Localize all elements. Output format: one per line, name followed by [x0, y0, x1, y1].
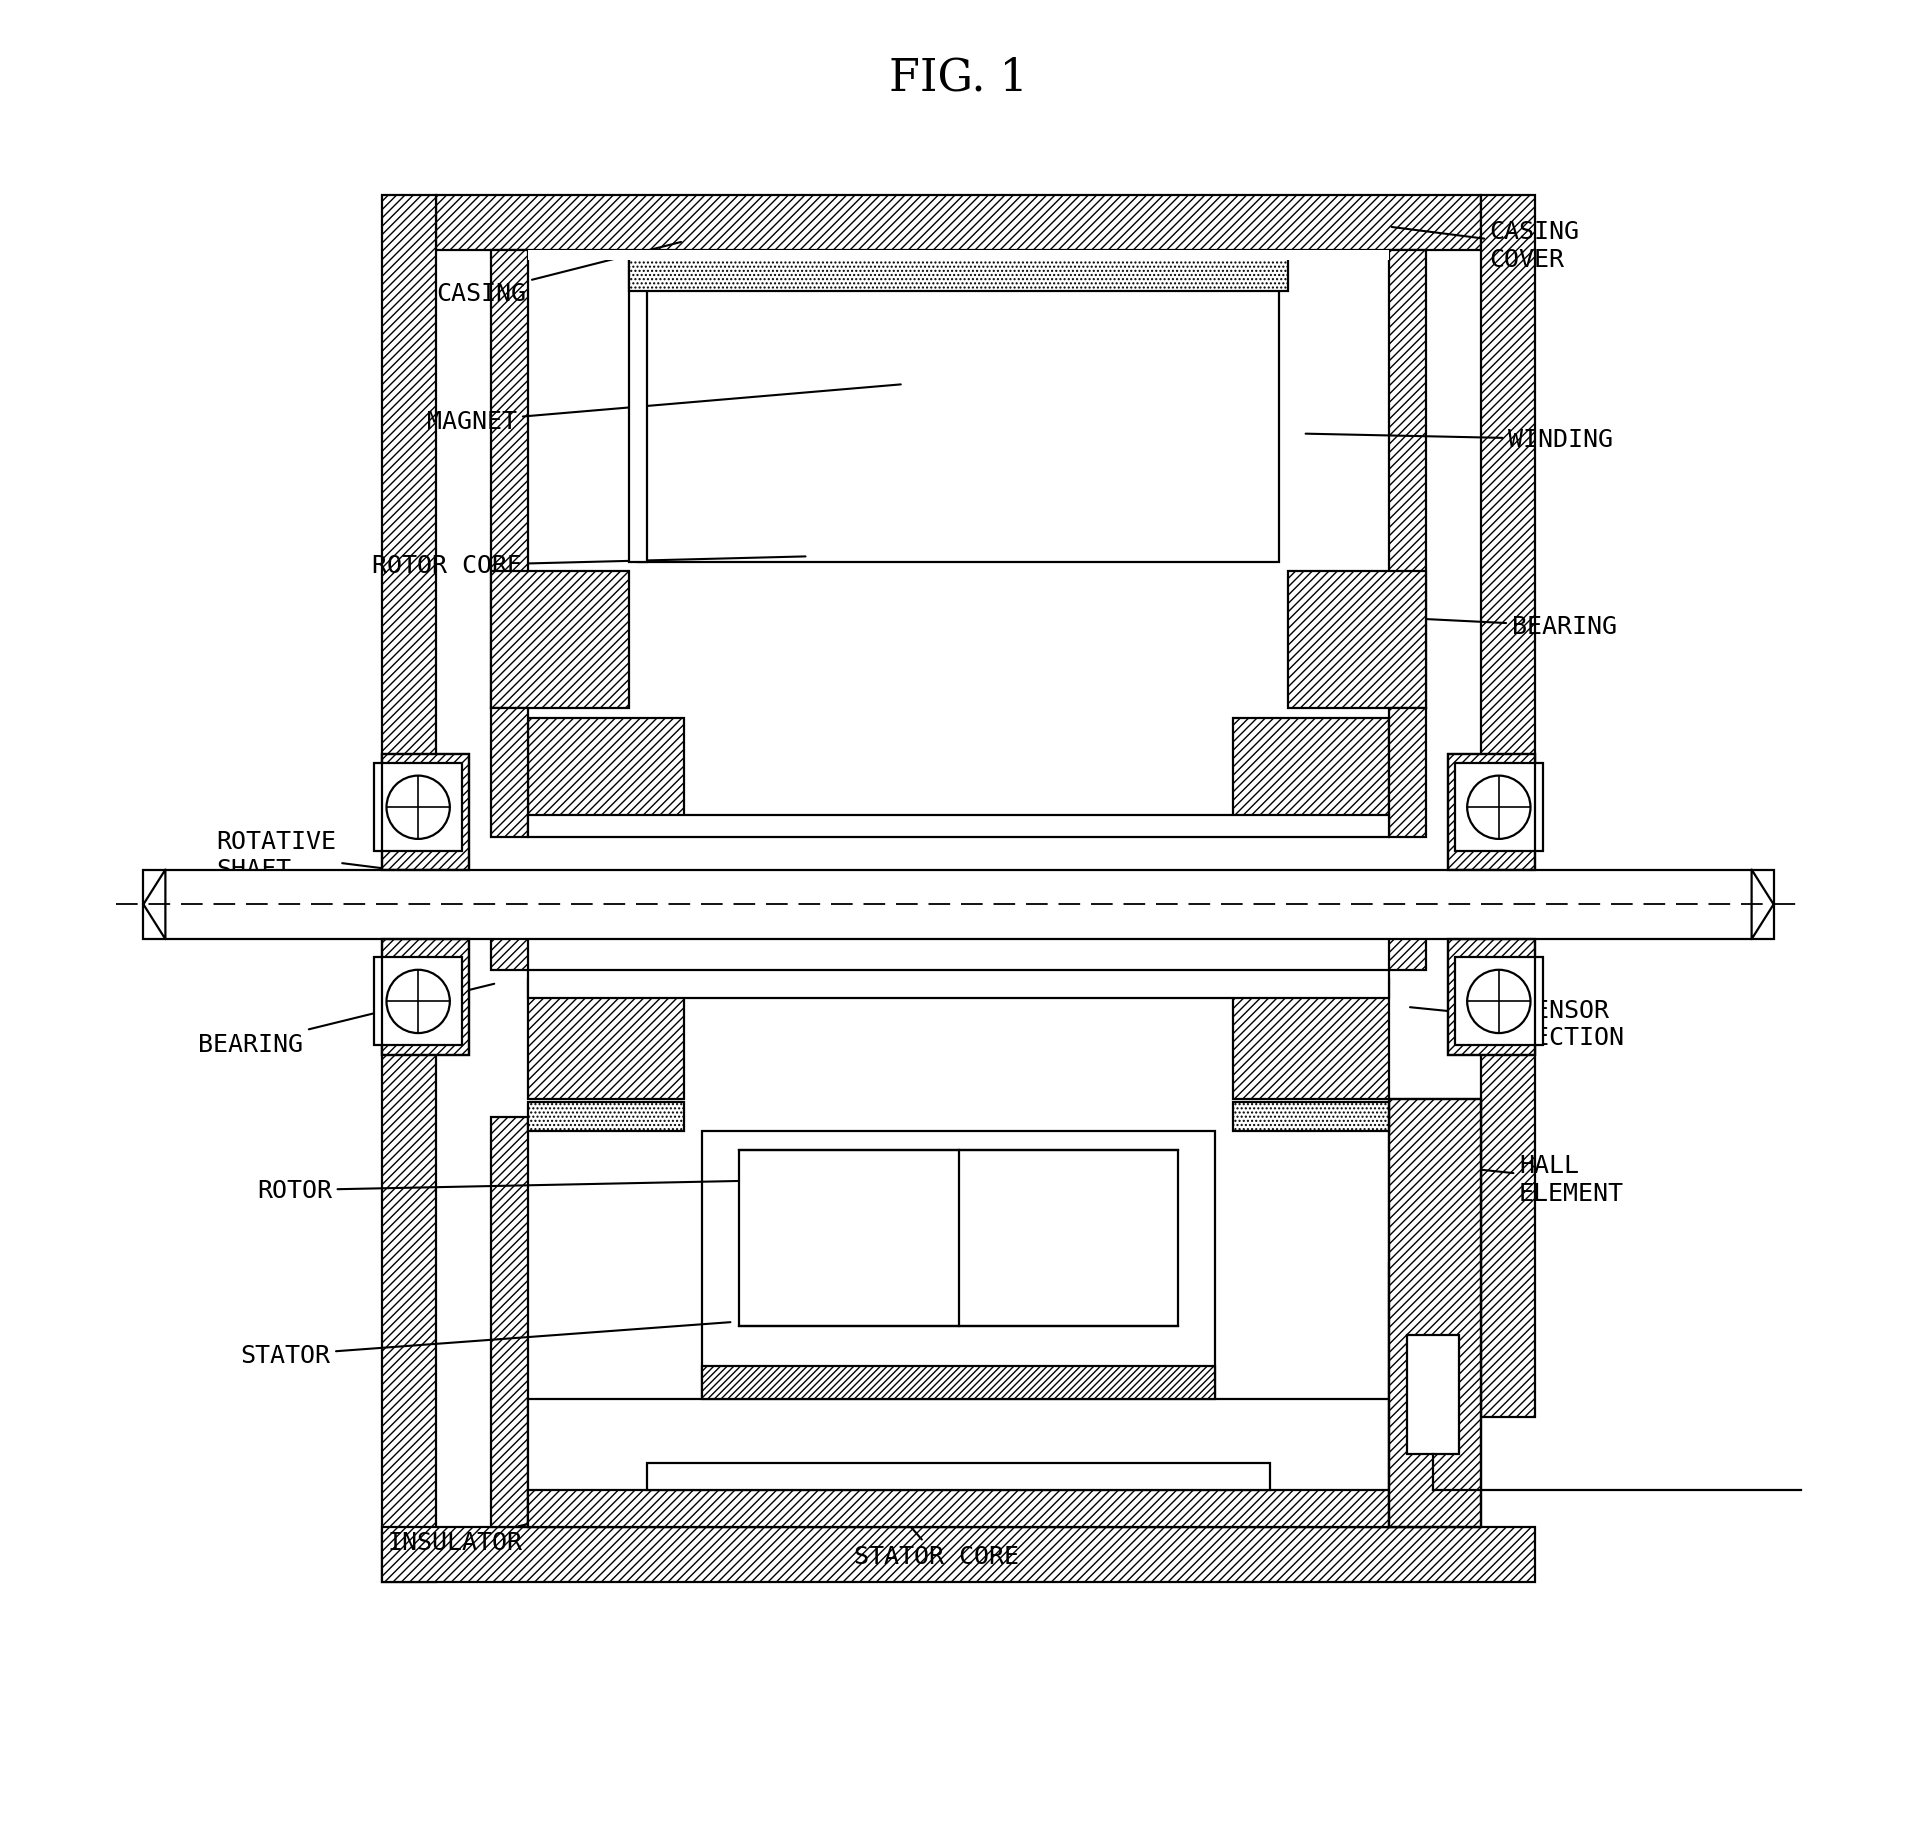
Bar	[374, 958, 462, 1046]
Bar	[527, 717, 684, 818]
Bar	[381, 1526, 1536, 1582]
Bar	[527, 980, 684, 1100]
Bar	[381, 940, 470, 1056]
Text: BEARING: BEARING	[197, 984, 495, 1056]
Circle shape	[387, 776, 450, 839]
Bar	[1390, 710, 1426, 837]
Bar	[527, 971, 1390, 999]
Bar	[491, 710, 527, 837]
Bar	[648, 1464, 1269, 1491]
Text: WINDING: WINDING	[1305, 428, 1612, 452]
Bar	[1447, 754, 1536, 870]
Bar	[381, 754, 470, 870]
Bar	[381, 754, 470, 870]
Bar	[491, 252, 527, 710]
Bar	[1447, 940, 1536, 1056]
Bar	[1288, 572, 1426, 710]
Bar	[629, 261, 648, 563]
Bar	[702, 1366, 1215, 1399]
Bar	[1390, 252, 1426, 710]
Text: INSULATOR: INSULATOR	[387, 1491, 663, 1554]
Bar	[638, 261, 1279, 563]
Bar	[374, 763, 462, 851]
Bar	[491, 572, 629, 710]
Bar	[1447, 940, 1536, 1056]
Bar	[1233, 717, 1390, 818]
Circle shape	[387, 971, 450, 1034]
Bar	[491, 925, 527, 971]
Text: ROTOR: ROTOR	[257, 1179, 828, 1203]
Bar	[1233, 980, 1390, 1100]
Bar	[1390, 925, 1426, 971]
Bar	[381, 197, 437, 837]
Bar	[1390, 1100, 1480, 1526]
Text: MAGNET: MAGNET	[427, 384, 901, 434]
Text: ROTOR CORE: ROTOR CORE	[372, 554, 805, 577]
Bar	[527, 1103, 684, 1131]
Bar	[381, 971, 437, 1582]
Bar	[437, 197, 1480, 252]
Bar	[527, 252, 1390, 261]
Text: STATOR: STATOR	[240, 1322, 730, 1366]
Bar	[1455, 763, 1543, 851]
Bar	[702, 1131, 1215, 1399]
Bar	[527, 815, 1390, 837]
Text: BEARING: BEARING	[1382, 614, 1616, 638]
Text: CASING: CASING	[437, 243, 681, 305]
Bar	[381, 940, 470, 1056]
Circle shape	[1467, 776, 1530, 839]
Bar	[1480, 197, 1536, 837]
Text: FIG. 1: FIG. 1	[889, 55, 1028, 99]
Bar	[1455, 958, 1543, 1046]
Text: ROTATIVE
SHAFT: ROTATIVE SHAFT	[217, 829, 608, 897]
Bar	[1390, 1100, 1480, 1526]
Text: STATOR CORE: STATOR CORE	[853, 1517, 1020, 1569]
Bar	[491, 1118, 527, 1526]
Bar	[738, 1149, 1179, 1326]
Bar	[1480, 971, 1536, 1418]
Bar	[527, 1491, 1390, 1526]
Bar	[1407, 1335, 1459, 1455]
Text: SENSOR
SECTION: SENSOR SECTION	[1411, 999, 1624, 1050]
Bar	[629, 259, 1288, 292]
Bar	[1447, 754, 1536, 870]
Bar	[144, 870, 1773, 940]
Text: CASING
COVER: CASING COVER	[1392, 221, 1580, 272]
Bar	[1233, 1103, 1390, 1131]
Circle shape	[1467, 971, 1530, 1034]
Bar	[1390, 1263, 1426, 1526]
Text: HALL
ELEMENT: HALL ELEMENT	[1397, 1153, 1624, 1205]
Bar	[527, 1399, 1390, 1526]
